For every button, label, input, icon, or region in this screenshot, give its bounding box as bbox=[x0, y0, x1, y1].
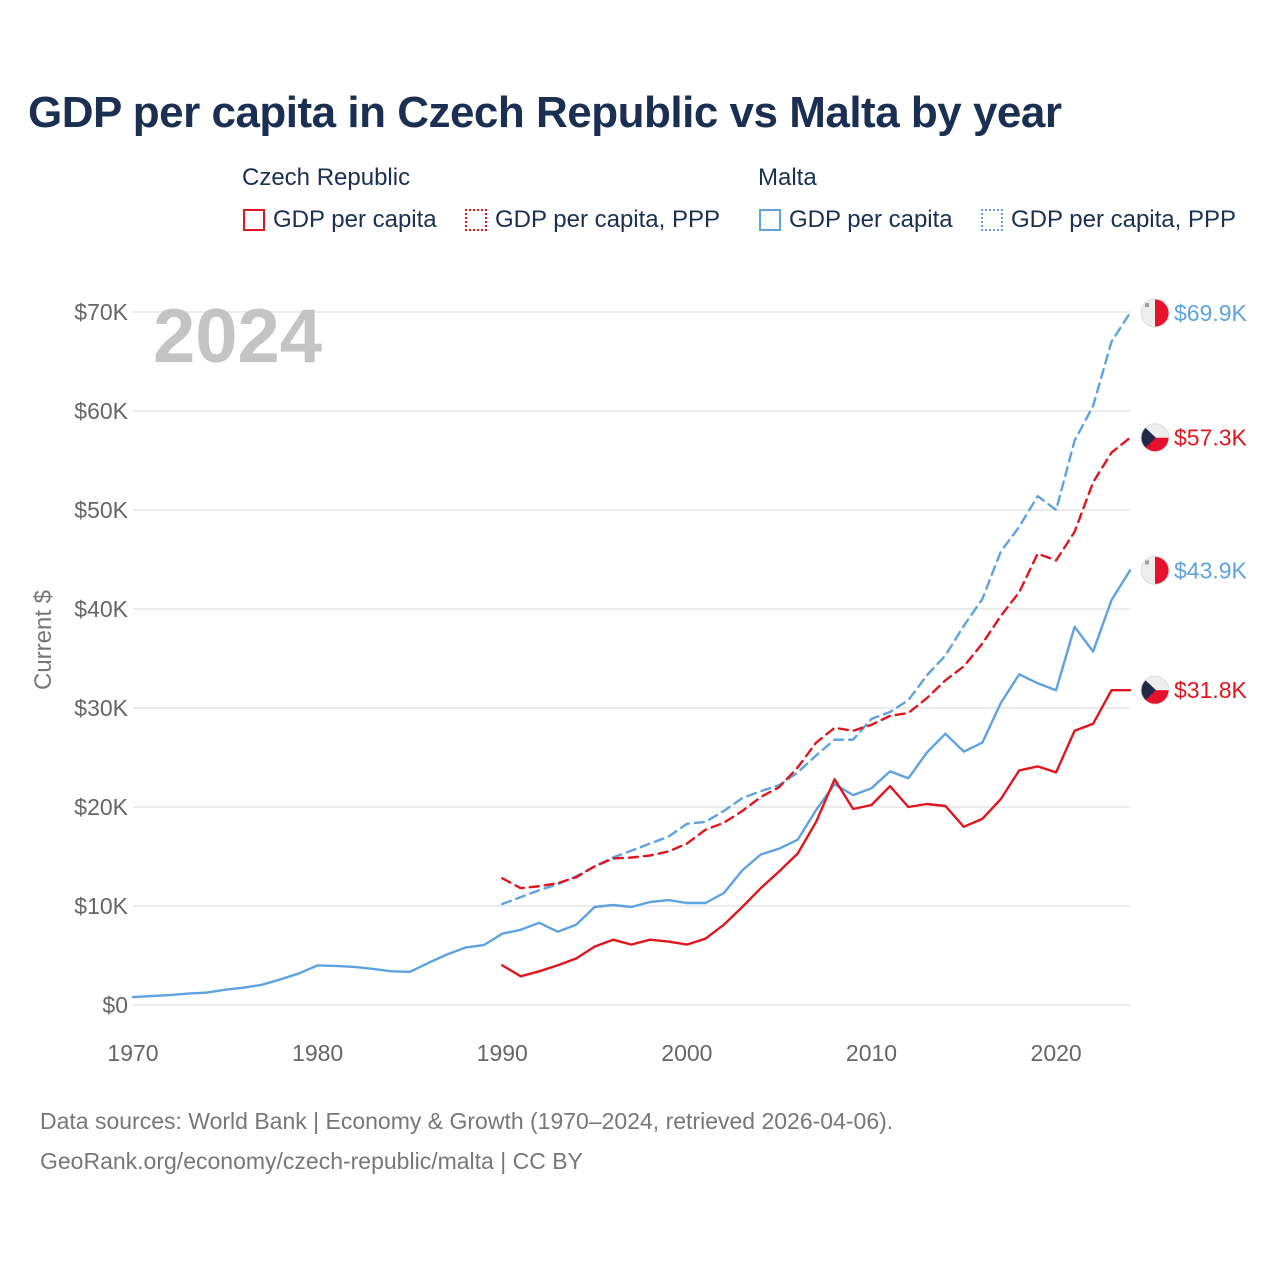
flag-ring bbox=[1140, 298, 1170, 328]
legend-label-czech-gdp: GDP per capita bbox=[273, 206, 437, 233]
legend-item-malta-gdp[interactable]: GDP per capita bbox=[759, 206, 953, 234]
end-value-label: $69.9K bbox=[1174, 300, 1248, 326]
flag-ring bbox=[1140, 555, 1170, 585]
legend-label-czech-ppp: GDP per capita, PPP bbox=[495, 206, 720, 233]
legend-swatch-czech-ppp bbox=[465, 209, 487, 231]
y-tick-label: $50K bbox=[74, 497, 128, 523]
legend-label-malta-gdp: GDP per capita bbox=[789, 206, 953, 233]
y-tick-labels: $0 $10K $20K $30K $40K $50K $60K $70K bbox=[74, 299, 128, 1018]
legend-swatch-czech-gdp bbox=[243, 209, 265, 231]
y-tick-label: $70K bbox=[74, 299, 128, 325]
x-tick-label: 1970 bbox=[107, 1040, 158, 1066]
czech-flag-icon bbox=[1141, 676, 1169, 705]
legend-item-czech-ppp[interactable]: GDP per capita, PPP bbox=[465, 206, 720, 234]
chart-title: GDP per capita in Czech Republic vs Malt… bbox=[28, 88, 1062, 137]
y-axis-label: Current $ bbox=[30, 590, 57, 690]
x-tick-labels: 1970 1980 1990 2000 2010 2020 bbox=[107, 1040, 1081, 1066]
end-value-label: $31.8K bbox=[1174, 677, 1248, 703]
footer-credit: GeoRank.org/economy/czech-republic/malta… bbox=[40, 1148, 583, 1174]
x-tick-label: 2010 bbox=[846, 1040, 897, 1066]
x-tick-label: 2020 bbox=[1031, 1040, 1082, 1066]
x-tick-label: 1990 bbox=[477, 1040, 528, 1066]
series-line bbox=[501, 689, 1132, 978]
legend-swatch-malta-ppp bbox=[981, 209, 1003, 231]
line-chart: $0$10K$20K$30K$40K$50K$60K$70K 1970 1980 1… bbox=[30, 294, 1248, 1066]
legend-label-malta-ppp: GDP per capita, PPP bbox=[1011, 206, 1236, 233]
czech-flag-icon bbox=[1141, 423, 1169, 452]
end-value-label: $57.3K bbox=[1174, 425, 1248, 451]
series-line bbox=[501, 436, 1132, 890]
legend-swatch-malta-gdp bbox=[759, 209, 781, 231]
legend-item-malta-ppp[interactable]: GDP per capita, PPP bbox=[981, 206, 1236, 234]
grid-lines bbox=[133, 311, 1130, 1006]
legend-item-czech-gdp[interactable]: GDP per capita bbox=[243, 206, 437, 234]
y-tick-label: $20K bbox=[74, 794, 128, 820]
year-watermark: 2024 bbox=[153, 294, 322, 379]
x-tick-label: 2000 bbox=[661, 1040, 712, 1066]
footer-sources: Data sources: World Bank | Economy & Gro… bbox=[40, 1108, 894, 1134]
series-line bbox=[131, 569, 1132, 999]
x-tick-label: 1980 bbox=[292, 1040, 343, 1066]
end-value-label: $43.9K bbox=[1174, 557, 1248, 583]
y-tick-label: $0 bbox=[102, 992, 128, 1018]
legend-group-czech: Czech Republic bbox=[242, 164, 411, 191]
y-tick-label: $30K bbox=[74, 695, 128, 721]
flag-ring bbox=[1140, 675, 1170, 705]
series-lines bbox=[131, 311, 1132, 999]
legend-group-malta: Malta bbox=[758, 164, 817, 191]
malta-flag-icon bbox=[1141, 298, 1169, 327]
flag-ring bbox=[1140, 423, 1170, 453]
malta-flag-icon bbox=[1141, 556, 1169, 585]
end-labels: $69.9K $57.3K $43.9K $31.8K bbox=[1140, 298, 1248, 705]
y-tick-label: $60K bbox=[74, 398, 128, 424]
y-tick-label: $40K bbox=[74, 596, 128, 622]
y-tick-label: $10K bbox=[74, 893, 128, 919]
